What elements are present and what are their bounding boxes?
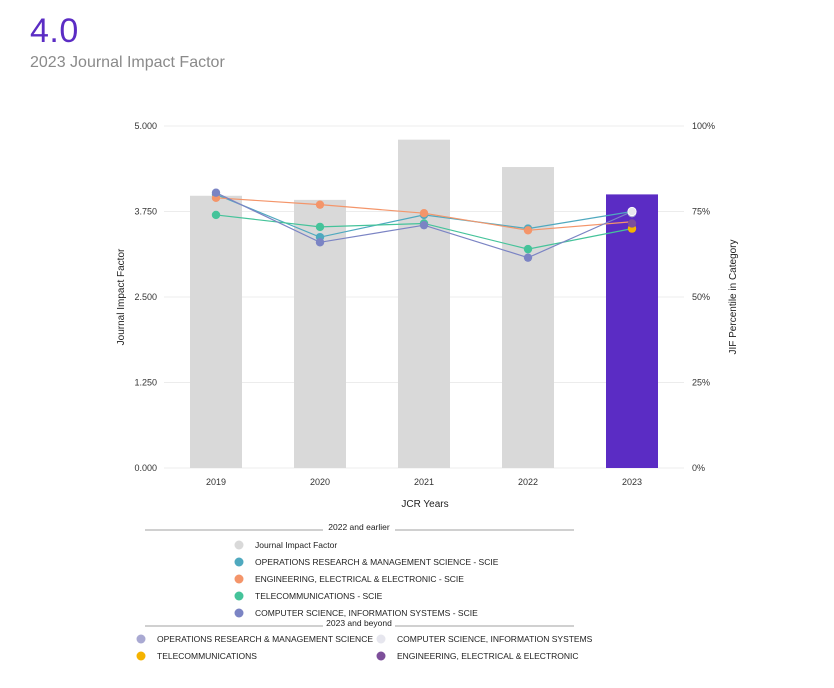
legend-label-2023: COMPUTER SCIENCE, INFORMATION SYSTEMS: [397, 634, 593, 644]
series-point: [523, 226, 533, 235]
legend-label-series: OPERATIONS RESEARCH & MANAGEMENT SCIENCE…: [255, 557, 499, 567]
legend-label-jif: Journal Impact Factor: [255, 540, 337, 550]
legend-marker-series: [234, 608, 244, 618]
y2-tick-label: 25%: [692, 378, 710, 388]
x-tick-label: 2021: [414, 477, 434, 487]
series-point: [211, 188, 221, 197]
legend-marker-jif: [234, 540, 244, 550]
series-point: [315, 222, 325, 232]
x-tick-label: 2023: [622, 477, 642, 487]
series-point: [419, 209, 429, 218]
y-tick-label: 0.000: [134, 463, 157, 473]
legend-label-series: TELECOMMUNICATIONS - SCIE: [255, 591, 383, 601]
legend-marker-2023: [136, 634, 146, 644]
series-point: [523, 244, 533, 254]
legend-label-2023: ENGINEERING, ELECTRICAL & ELECTRONIC: [397, 651, 579, 661]
legend-marker-2023: [376, 651, 386, 661]
y2-tick-label: 50%: [692, 292, 710, 302]
legend-marker-series: [234, 591, 244, 601]
x-axis-title: JCR Years: [401, 499, 448, 510]
x-tick-label: 2022: [518, 477, 538, 487]
y-axis-title: Journal Impact Factor: [116, 248, 127, 345]
y2-axis-title: JIF Percentile in Category: [728, 239, 739, 354]
bar-2022: [502, 167, 554, 469]
y2-tick-label: 75%: [692, 207, 710, 217]
series-points: [211, 188, 637, 262]
series-point: [419, 220, 429, 230]
legend: 2022 and earlier Journal Impact Factor O…: [136, 522, 593, 661]
bar-2021: [398, 139, 450, 468]
legend-marker-2023: [136, 651, 146, 661]
legend-label-2023: OPERATIONS RESEARCH & MANAGEMENT SCIENCE: [157, 634, 373, 644]
x-tick-label: 2020: [310, 477, 330, 487]
y-tick-label: 1.250: [134, 378, 157, 388]
legend-label-series: COMPUTER SCIENCE, INFORMATION SYSTEMS - …: [255, 608, 478, 618]
y-tick-label: 5.000: [134, 121, 157, 131]
legend-label-series: ENGINEERING, ELECTRICAL & ELECTRONIC - S…: [255, 574, 464, 584]
impact-factor-label: 2023 Journal Impact Factor: [30, 54, 225, 71]
series-point: [315, 200, 325, 209]
impact-factor-value: 4.0: [30, 12, 79, 50]
header: 4.0 2023 Journal Impact Factor: [30, 12, 225, 74]
point-2023: [627, 219, 637, 228]
bars: [190, 139, 658, 469]
point-2023: [627, 206, 637, 217]
legend-marker-2023: [376, 634, 386, 644]
legend-marker-series: [234, 557, 244, 567]
series-point: [523, 253, 533, 262]
legend-label-2023: TELECOMMUNICATIONS: [157, 651, 257, 661]
legend-marker-series: [234, 574, 244, 584]
legend-group1-title: 2022 and earlier: [328, 522, 390, 532]
y2-tick-label: 0%: [692, 463, 705, 473]
series-point: [211, 210, 221, 220]
bar-2023: [606, 194, 658, 468]
axis-ticks: 0.000 0% 1.250 25% 2.500 50% 3.750 75% 5.000 100%…: [134, 121, 715, 487]
bar-2019: [190, 195, 242, 468]
y-tick-label: 3.750: [134, 207, 157, 217]
series-point: [315, 238, 325, 247]
y2-tick-label: 100%: [692, 121, 715, 131]
x-tick-label: 2019: [206, 477, 226, 487]
legend-group2-title: 2023 and beyond: [326, 618, 392, 628]
y-tick-label: 2.500: [134, 292, 157, 302]
